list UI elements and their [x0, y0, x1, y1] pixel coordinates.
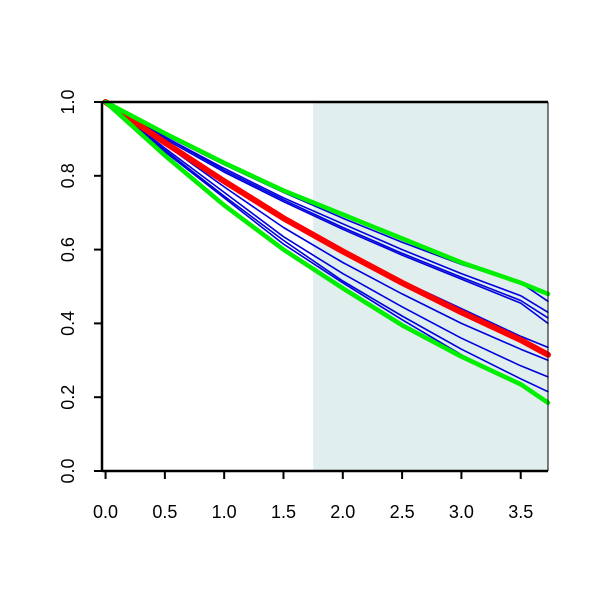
- x-tick-label: 0.5: [152, 502, 177, 522]
- x-tick-label: 3.0: [449, 502, 474, 522]
- median-line: [102, 99, 551, 358]
- x-tick-label: 2.0: [330, 502, 355, 522]
- y-tick-label: 0.4: [58, 311, 78, 336]
- x-tick-label: 2.5: [390, 502, 415, 522]
- x-tick-label: 3.5: [508, 502, 533, 522]
- x-tick-label: 1.5: [271, 502, 296, 522]
- y-tick-label: 0.2: [58, 385, 78, 410]
- x-tick-label: 0.0: [93, 502, 118, 522]
- sample-line: [104, 101, 549, 378]
- sample-line: [104, 101, 549, 393]
- y-tick-label: 0.8: [58, 163, 78, 188]
- y-tick-label: 0.0: [58, 458, 78, 483]
- series-layer: [102, 99, 551, 405]
- lower-envelope-line: [103, 99, 551, 405]
- sample-line: [104, 101, 549, 319]
- y-tick-label: 1.0: [58, 89, 78, 114]
- axis-layer: 0.0 0.5 1.0 1.5 2.0 2.5 3.0 3.5 0.0 0.2 0.4 0.6 0.8 1…: [58, 89, 549, 522]
- upper-envelope-line: [103, 99, 551, 297]
- x-tick-label: 1.0: [212, 502, 237, 522]
- y-tick-label: 0.6: [58, 237, 78, 262]
- sample-line: [104, 101, 549, 325]
